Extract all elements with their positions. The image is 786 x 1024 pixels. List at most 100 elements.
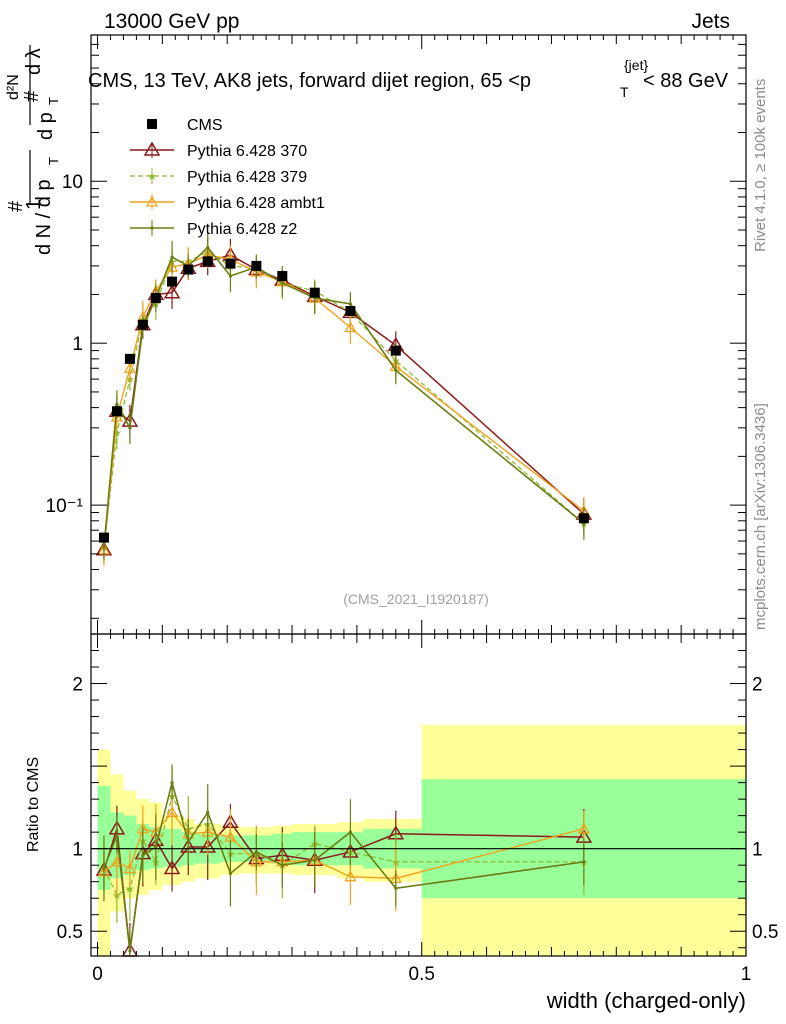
ratio-point-z2-4 (154, 845, 158, 849)
main-point-z2-12 (348, 302, 353, 306)
main-point-data-2 (124, 353, 135, 364)
main-point-z2-5 (170, 255, 174, 259)
x-tick-label-0: 0 (92, 964, 103, 985)
main-point-z2-10 (280, 281, 284, 285)
ratio-ytick-label-r-2: 2 (752, 675, 763, 696)
ratio-point-z2-6 (186, 840, 190, 844)
main-point-p370-5 (163, 284, 181, 299)
ratio-ytick-label-r-1: 1 (752, 840, 763, 861)
main-point-ambt1-2 (123, 361, 137, 373)
ratio-point-p379-2: ★ (125, 883, 135, 895)
main-point-z2-0 (102, 545, 106, 549)
main-point-data-5 (167, 276, 178, 287)
main-line-p370 (103, 254, 585, 550)
title-sup: {jet} (624, 57, 648, 73)
ratio-ytick-label-l-0: 0.5 (57, 922, 83, 943)
main-ytick-label-2: 10 (62, 172, 83, 193)
main-y-axis-label: # 1 d N / d p T d²N # d p T d λ (5, 45, 61, 255)
legend-marker-data (147, 119, 157, 129)
main-point-data-4 (150, 293, 161, 304)
main-ytick-label-0: 10⁻¹ (46, 496, 84, 517)
legend-marker-p370 (143, 141, 161, 156)
main-point-data-1 (111, 406, 122, 417)
svg-text:d²N: d²N (5, 74, 22, 100)
main-series-group: ★★★★★★★★★★★★★★★ (95, 233, 593, 567)
main-point-data-11 (309, 287, 320, 298)
ratio-point-z2-9 (254, 850, 258, 854)
ratio-point-z2-5 (170, 781, 174, 785)
main-line-ambt1 (103, 254, 585, 550)
svg-text:#: # (5, 200, 27, 212)
svg-text:1: 1 (23, 199, 45, 210)
legend-label-ambt1: Pythia 6.428 ambt1 (187, 195, 325, 212)
main-point-z2-1 (115, 402, 119, 406)
ratio-point-p379-1: ★ (112, 890, 122, 902)
main-point-ambt1-1 (110, 410, 124, 422)
legend-label-p379: Pythia 6.428 379 (187, 169, 307, 186)
title-sub: T (620, 84, 629, 100)
legend-marker-p379: ★ (147, 171, 157, 183)
main-point-data-10 (277, 270, 288, 281)
ratio-point-z2-10 (280, 863, 284, 867)
ratio-point-z2-11 (313, 858, 317, 862)
ratio-series-group: ★★★★★★★★★★★★★★★ (95, 764, 593, 957)
main-line-p379 (103, 251, 585, 548)
main-point-data-8 (225, 258, 236, 269)
title-end: < 88 GeV (643, 70, 729, 92)
svg-text:CMS, 13 TeV, AK8 jets, forward: CMS, 13 TeV, AK8 jets, forward dijet reg… (88, 70, 531, 92)
analysis-tag: (CMS_2021_I1920187) (343, 591, 489, 607)
legend-label-data: CMS (187, 117, 223, 134)
ratio-point-z2-12 (348, 830, 353, 834)
svg-text:d p: d p (35, 112, 57, 140)
header-left: 13000 GeV pp (104, 10, 239, 33)
ratio-point-z2-1 (115, 833, 119, 838)
main-point-z2-2 (128, 426, 132, 430)
main-ytick-label-1: 1 (72, 334, 83, 355)
ratio-point-ambt1-5 (165, 805, 179, 817)
main-point-data-6 (183, 264, 194, 275)
ratio-ytick-label-l-1: 1 (72, 840, 83, 861)
ratio-uncertainty-bands (97, 724, 746, 956)
main-point-z2-7 (206, 245, 210, 250)
ratio-point-z2-7 (206, 810, 210, 814)
ratio-point-ambt1-14 (577, 822, 590, 834)
main-point-z2-13 (394, 368, 398, 372)
legend-marker-z2 (150, 226, 154, 230)
main-point-data-7 (202, 256, 213, 267)
ratio-ytick-label-l-2: 2 (72, 675, 83, 696)
ratio-y-axis-label: Ratio to CMS (25, 757, 42, 852)
main-point-data-12 (345, 306, 356, 317)
mcplots-label: mcplots.cern.ch [arXiv:1306.3436] (752, 403, 769, 630)
ratio-point-z2-8 (228, 871, 233, 876)
ratio-point-z2-13 (394, 886, 398, 890)
svg-text:d λ: d λ (23, 48, 45, 75)
ratio-point-ambt1-12 (344, 870, 357, 882)
legend-label-p370: Pythia 6.428 370 (187, 143, 307, 160)
x-tick-label-1: 0.5 (409, 964, 435, 985)
legend-marker-ambt1 (145, 195, 159, 207)
ratio-point-z2-0 (102, 866, 106, 871)
ratio-point-p370-5 (163, 859, 181, 875)
ratio-point-z2-14 (582, 860, 586, 864)
x-tick-label-2: 1 (741, 964, 752, 985)
svg-text:d N / d p: d N / d p (33, 179, 55, 255)
chart-title: CMS, 13 TeV, AK8 jets, forward dijet reg… (88, 57, 729, 100)
legend: CMS Pythia 6.428 370 ★ Pythia 6.428 379 Pyth… (130, 117, 325, 238)
svg-text:#: # (21, 90, 43, 102)
main-point-p379-1: ★ (112, 428, 122, 440)
main-point-data-3 (137, 319, 148, 330)
ratio-point-z2-3 (141, 853, 145, 857)
main-point-data-13 (390, 345, 401, 356)
main-point-z2-8 (228, 274, 233, 278)
svg-text:T: T (46, 97, 61, 105)
ratio-point-z2-2 (128, 949, 132, 953)
ratio-plot-frame (90, 633, 747, 957)
ratio-point-ambt1-2 (123, 862, 137, 874)
svg-text:T: T (46, 157, 61, 165)
main-point-ambt1-12 (344, 321, 357, 333)
legend-label-z2: Pythia 6.428 z2 (187, 221, 297, 238)
main-point-data-0 (98, 532, 109, 543)
rivet-label: Rivet 4.1.0, ≥ 100k events (752, 79, 769, 252)
